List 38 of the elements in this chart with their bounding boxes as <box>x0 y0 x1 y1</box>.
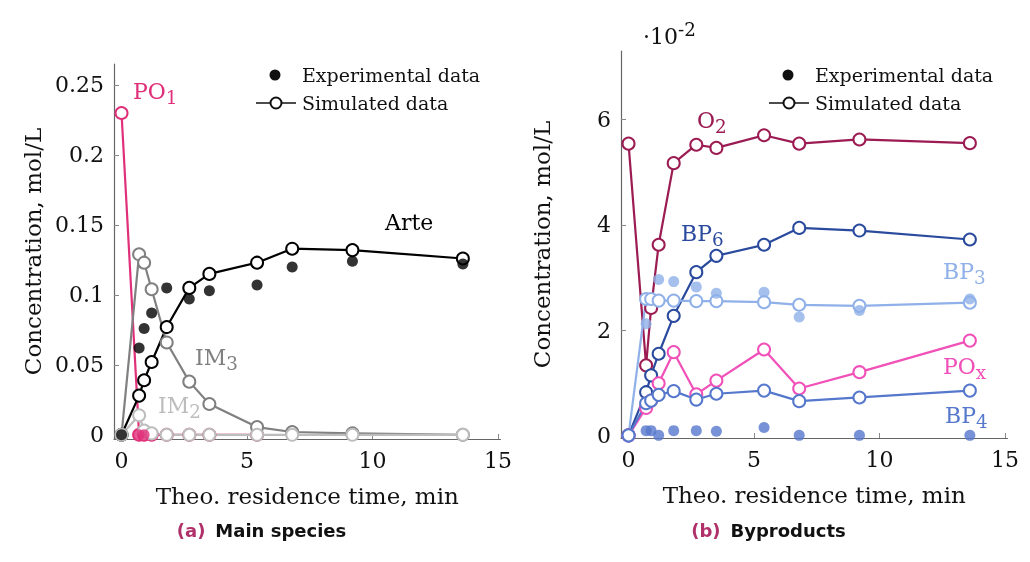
annotation: IM$_{2}$ <box>158 392 201 425</box>
annotation: PO$_{x}$ <box>943 353 987 386</box>
annotation: Simulated data <box>815 91 962 116</box>
annotation: Arte <box>385 209 434 237</box>
text: (a) Main species <box>176 519 347 541</box>
y-axis-title: Concentration, mol/L <box>528 120 555 369</box>
y-tick-label: 4 <box>597 212 611 238</box>
annotation: BP$_{6}$ <box>681 220 724 253</box>
y-tick-label: 6 <box>597 106 611 132</box>
annotation: Simulated data <box>302 91 449 116</box>
x-axis-title: Theo. residence time, min <box>662 481 967 508</box>
y-tick-label: 2 <box>597 317 611 343</box>
y-tick-label: 0.15 <box>55 212 104 238</box>
x-axis-title: Theo. residence time, min <box>155 482 460 509</box>
y-axis-title: Concentration, mol/L <box>19 127 46 376</box>
y-tick-label: 0.05 <box>55 352 104 378</box>
y-tick-label: 0 <box>90 422 104 448</box>
text: (b) Byproducts <box>691 519 846 541</box>
annotation: Experimental data <box>302 63 481 88</box>
x-tick-label: 10 <box>358 447 387 473</box>
annotation: IM$_{3}$ <box>195 344 238 377</box>
annotation: BP$_{4}$ <box>945 402 988 435</box>
x-tick-label: 0 <box>621 446 636 472</box>
x-tick-label: 0 <box>114 447 129 473</box>
annotation: BP$_{3}$ <box>943 258 986 291</box>
x-tick-label: 15 <box>991 446 1019 472</box>
y-tick-label: 0 <box>597 422 611 448</box>
y-tick-label: 0.2 <box>69 142 104 168</box>
x-tick-label: 10 <box>865 446 894 472</box>
y-tick-label: 0.25 <box>55 72 104 98</box>
x-tick-label: 5 <box>747 446 762 472</box>
annotation: PO$_{1}$ <box>133 78 178 111</box>
annotation: Experimental data <box>815 63 994 88</box>
y-tick-label: 0.1 <box>69 282 104 308</box>
annotation: O$_{2}$ <box>697 107 727 140</box>
x-tick-label: 5 <box>240 447 255 473</box>
text: ·10$^{-2}$ <box>643 18 696 52</box>
x-tick-label: 15 <box>484 447 512 473</box>
